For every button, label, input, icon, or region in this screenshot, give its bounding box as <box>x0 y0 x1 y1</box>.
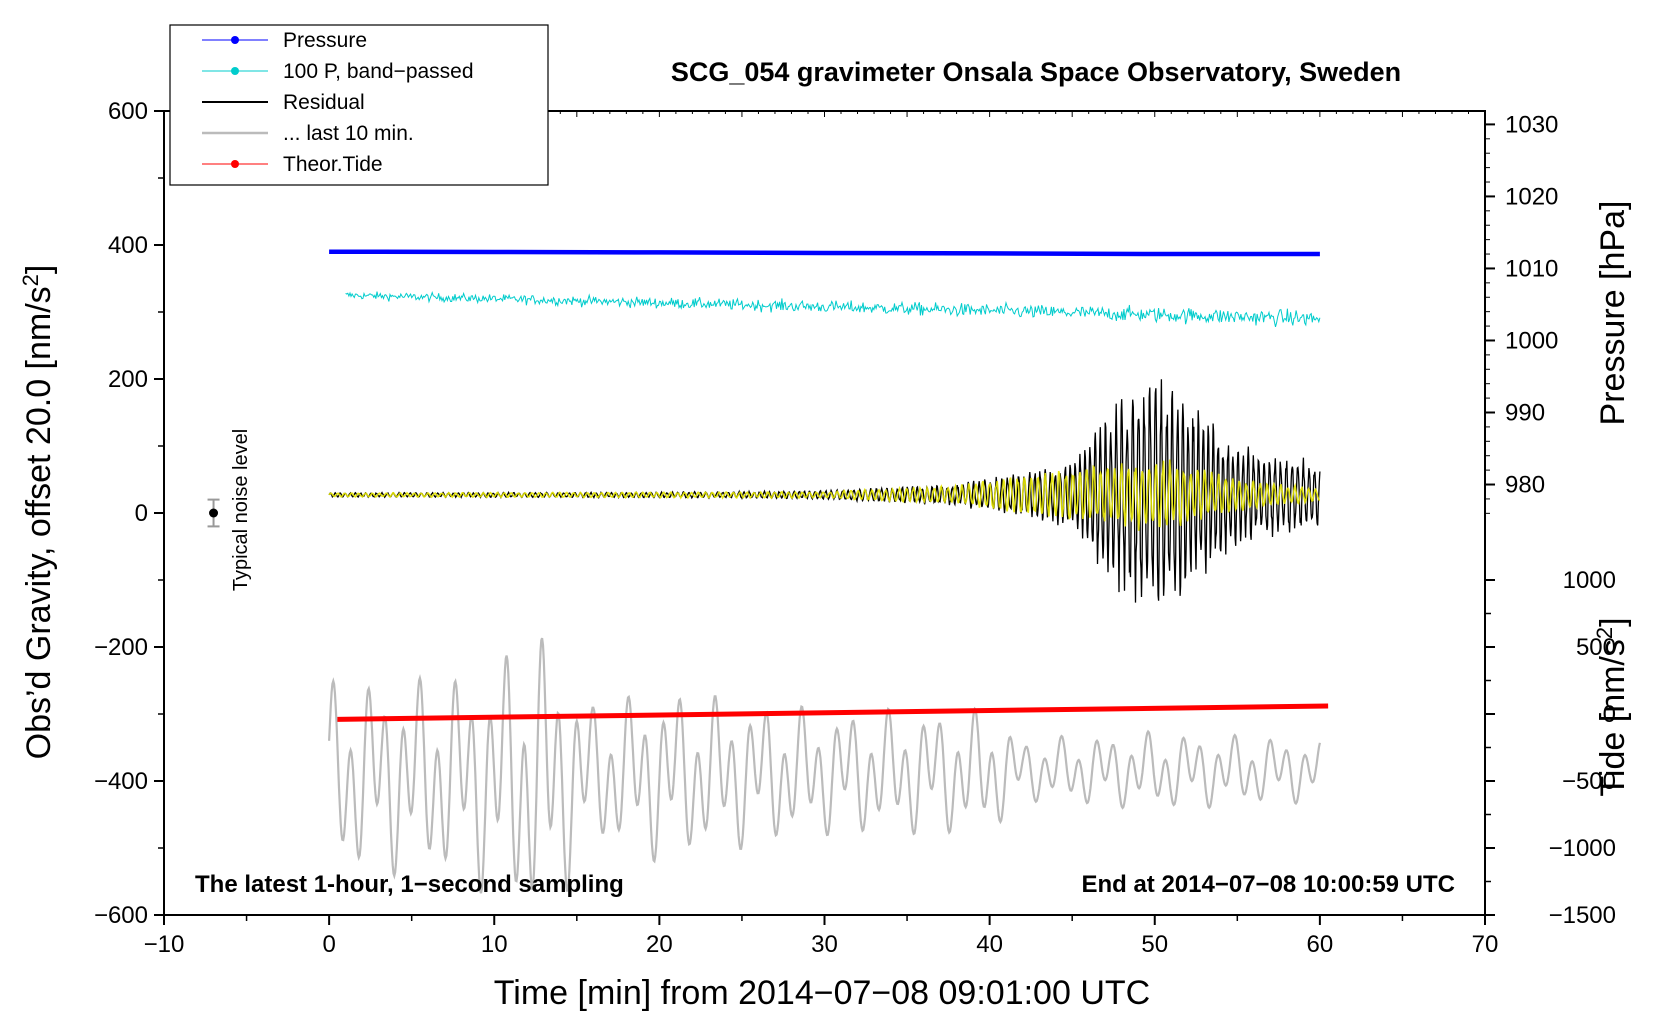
legend-label-pressure: Pressure <box>283 29 367 52</box>
noise-marker <box>207 498 220 528</box>
x-tick-label: −10 <box>144 931 185 958</box>
y-tick-label: 0 <box>135 500 148 527</box>
tide-axis-title: Tide [nm/s2] <box>1592 617 1632 796</box>
legend-item-residual: Residual <box>202 91 365 114</box>
tide-axis-title-sup: 2 <box>1592 627 1617 639</box>
tide-tick-label: −1000 <box>1549 835 1616 862</box>
series-last-10-min <box>328 637 1321 894</box>
pressure-tick-label: 1020 <box>1505 183 1558 210</box>
legend-label-last10: ... last 10 min. <box>283 122 414 145</box>
pressure-tick-label: 1030 <box>1505 111 1558 138</box>
x-tick-label: 50 <box>1141 931 1168 958</box>
y-axis-title-unit: [nm/s <box>20 286 58 369</box>
series-residual-smoothed <box>328 459 1320 531</box>
y-tick-label: 600 <box>108 98 148 125</box>
tide-tick-label: −500 <box>1562 768 1616 795</box>
x-tick-label: 10 <box>481 931 508 958</box>
chart-title: SCG_054 gravimeter Onsala Space Observat… <box>671 57 1401 87</box>
y-axis-title-sup: 2 <box>18 274 43 286</box>
tide-axis-title-main: Tide [nm/s <box>1594 639 1632 796</box>
x-axis-title: Time [min] from 2014−07−08 09:01:00 UTC <box>494 974 1150 1012</box>
annotation-end-time: End at 2014−07−08 10:00:59 UTC <box>1081 871 1455 898</box>
noise-label: Typical noise level <box>230 429 252 591</box>
axes: −10 0 10 20 30 40 50 60 706004002000−200−400−600… <box>94 98 1616 958</box>
legend-marker-tide <box>231 160 239 168</box>
series-theor-tide <box>337 703 1329 722</box>
legend-item-last10: ... last 10 min. <box>202 122 414 145</box>
tide-tick-label: 0 <box>1603 701 1616 728</box>
pressure-axis-title: Pressure [hPa] <box>1594 201 1632 426</box>
tide-axis-title-close: ] <box>1594 617 1632 626</box>
plot-area <box>328 249 1329 894</box>
y-tick-label: 400 <box>108 232 148 259</box>
y-axis-title-main: Obs’d Gravity, offset 20.0 <box>20 379 58 759</box>
legend-marker-pressure <box>231 36 239 44</box>
x-tick-label: 70 <box>1472 931 1499 958</box>
legend-item-bandpassed: 100 P, band−passed <box>202 60 474 83</box>
x-tick-label: 40 <box>976 931 1003 958</box>
legend-label-tide: Theor.Tide <box>283 153 383 176</box>
legend-box <box>169 24 549 186</box>
y-tick-label: 200 <box>108 366 148 393</box>
y-tick-label: −400 <box>94 768 148 795</box>
x-tick-label: 30 <box>811 931 838 958</box>
y-axis-title-close: ] <box>20 265 58 274</box>
series-pressure <box>329 249 1320 257</box>
pressure-tick-label: 1010 <box>1505 255 1558 282</box>
pressure-tick-label: 990 <box>1505 400 1545 427</box>
legend-item-pressure: Pressure <box>202 29 367 52</box>
series-band-passed <box>345 291 1321 328</box>
legend-item-tide: Theor.Tide <box>202 153 383 176</box>
legend: Pressure 100 P, band−passed Residual ...… <box>169 24 549 186</box>
pressure-tick-label: 1000 <box>1505 327 1558 354</box>
y-tick-label: −600 <box>94 902 148 929</box>
legend-label-residual: Residual <box>283 91 365 114</box>
noise-dot <box>209 508 219 518</box>
y-tick-label: −200 <box>94 634 148 661</box>
legend-label-bandpassed: 100 P, band−passed <box>283 60 474 83</box>
tide-tick-label: 1000 <box>1563 567 1616 594</box>
y-axis-title: Obs’d Gravity, offset 20.0 [nm/s2] <box>18 265 58 760</box>
legend-marker-bandpassed <box>231 67 239 75</box>
x-tick-label: 60 <box>1307 931 1334 958</box>
x-tick-label: 0 <box>322 931 335 958</box>
y-axis-title-space <box>20 369 58 378</box>
tide-tick-label: 500 <box>1576 634 1616 661</box>
pressure-tick-label: 980 <box>1505 472 1545 499</box>
annotation-sampling: The latest 1-hour, 1−second sampling <box>195 871 624 898</box>
tide-tick-label: −1500 <box>1549 902 1616 929</box>
x-tick-label: 20 <box>646 931 673 958</box>
